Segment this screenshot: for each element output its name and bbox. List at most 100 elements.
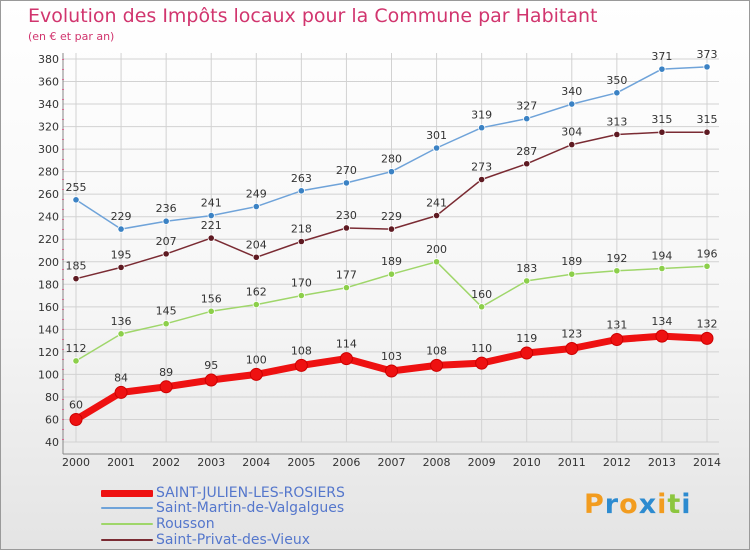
data-point [523,160,531,168]
data-label: 255 [66,181,87,194]
data-label: 218 [291,222,312,235]
data-point [342,179,351,187]
x-tick-label: 2009 [468,456,496,469]
data-point [204,373,218,387]
data-label: 162 [246,286,267,299]
y-tick-label: 40 [45,436,59,449]
data-label: 230 [336,209,357,222]
data-label: 114 [336,338,357,351]
x-tick-label: 2006 [332,456,360,469]
data-label: 301 [426,129,447,142]
y-tick-label: 220 [38,233,59,246]
data-label: 313 [606,115,627,128]
x-tick-label: 2010 [513,456,541,469]
data-label: 287 [516,145,537,158]
data-label: 263 [291,172,312,185]
x-tick-label: 2012 [603,456,631,469]
data-label: 103 [381,350,402,363]
data-point [207,234,215,242]
data-label: 189 [561,255,582,268]
y-tick-label: 180 [38,278,59,291]
x-tick-label: 2005 [287,456,315,469]
data-point [159,380,173,394]
data-label: 60 [69,398,83,411]
data-point [430,358,444,372]
data-point [342,224,351,232]
data-label: 194 [651,250,672,263]
y-tick-label: 380 [38,53,59,66]
data-point [478,124,486,132]
legend-label: Saint-Privat-des-Vieux [156,532,310,548]
chart-title: Evolution des Impôts locaux pour la Comm… [28,5,598,27]
data-point [475,356,489,370]
data-point [385,364,398,378]
data-point [478,303,486,311]
data-label: 100 [246,353,267,366]
data-point [72,275,80,283]
data-point [162,250,170,258]
data-point [565,342,579,356]
data-point [613,89,621,97]
data-point [117,330,125,338]
data-point [387,225,396,233]
data-label: 185 [66,260,87,273]
data-label: 236 [156,202,177,215]
data-point [162,320,170,328]
data-label: 183 [516,262,537,275]
data-label: 189 [381,255,402,268]
data-label: 136 [111,315,132,328]
data-label: 131 [606,318,627,331]
legend-item-saint-martin[interactable]: Saint-Martin-de-Valgalgues [101,500,401,516]
x-tick-label: 2007 [378,456,406,469]
x-tick-label: 2000 [62,456,90,469]
legend-label: SAINT-JULIEN-LES-ROSIERS [156,485,345,501]
data-point [613,130,621,139]
data-point [655,329,669,343]
data-point [252,300,260,309]
data-point [700,331,714,345]
data-point [658,264,666,273]
data-point [478,175,486,184]
data-point [69,412,83,426]
data-point [658,65,666,73]
y-tick-label: 60 [45,413,59,426]
data-label: 145 [156,305,177,318]
legend-item-rousson[interactable]: Rousson [101,516,401,532]
data-label: 112 [66,342,87,355]
y-tick-label: 340 [38,98,59,111]
data-label: 315 [697,113,718,126]
data-label: 340 [561,85,582,98]
data-label: 89 [159,366,173,379]
x-tick-label: 2002 [152,456,180,469]
y-tick-label: 300 [38,143,59,156]
data-point [207,307,215,315]
data-point [252,253,260,261]
data-label: 273 [471,161,492,174]
data-label: 319 [471,109,492,122]
logo-letter: i [681,489,692,520]
legend-swatch [101,490,153,497]
x-tick-label: 2001 [107,456,135,469]
data-point [523,277,531,285]
legend-label: Rousson [156,516,215,532]
data-point [114,385,128,399]
legend-item-saint-privat[interactable]: Saint-Privat-des-Vieux [101,532,401,548]
data-point [117,225,125,233]
data-label: 119 [516,332,537,345]
data-point [297,237,305,246]
data-label: 132 [697,317,718,330]
data-point [703,128,711,136]
data-label: 177 [336,269,357,282]
x-tick-label: 2014 [693,456,721,469]
data-label: 192 [606,252,627,265]
data-label: 95 [204,359,218,372]
data-point [568,141,576,149]
data-point [703,262,711,270]
data-point [297,187,305,195]
legend-item-saint-julien[interactable]: SAINT-JULIEN-LES-ROSIERS [101,485,401,501]
x-tick-label: 2004 [242,456,270,469]
data-label: 221 [201,219,222,232]
data-point [568,100,576,108]
logo-letter: r [604,489,620,520]
data-label: 156 [201,292,222,305]
